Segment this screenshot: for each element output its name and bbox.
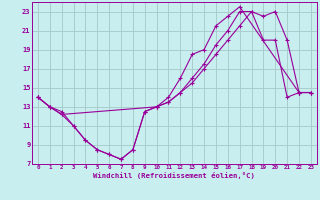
X-axis label: Windchill (Refroidissement éolien,°C): Windchill (Refroidissement éolien,°C) <box>93 172 255 179</box>
